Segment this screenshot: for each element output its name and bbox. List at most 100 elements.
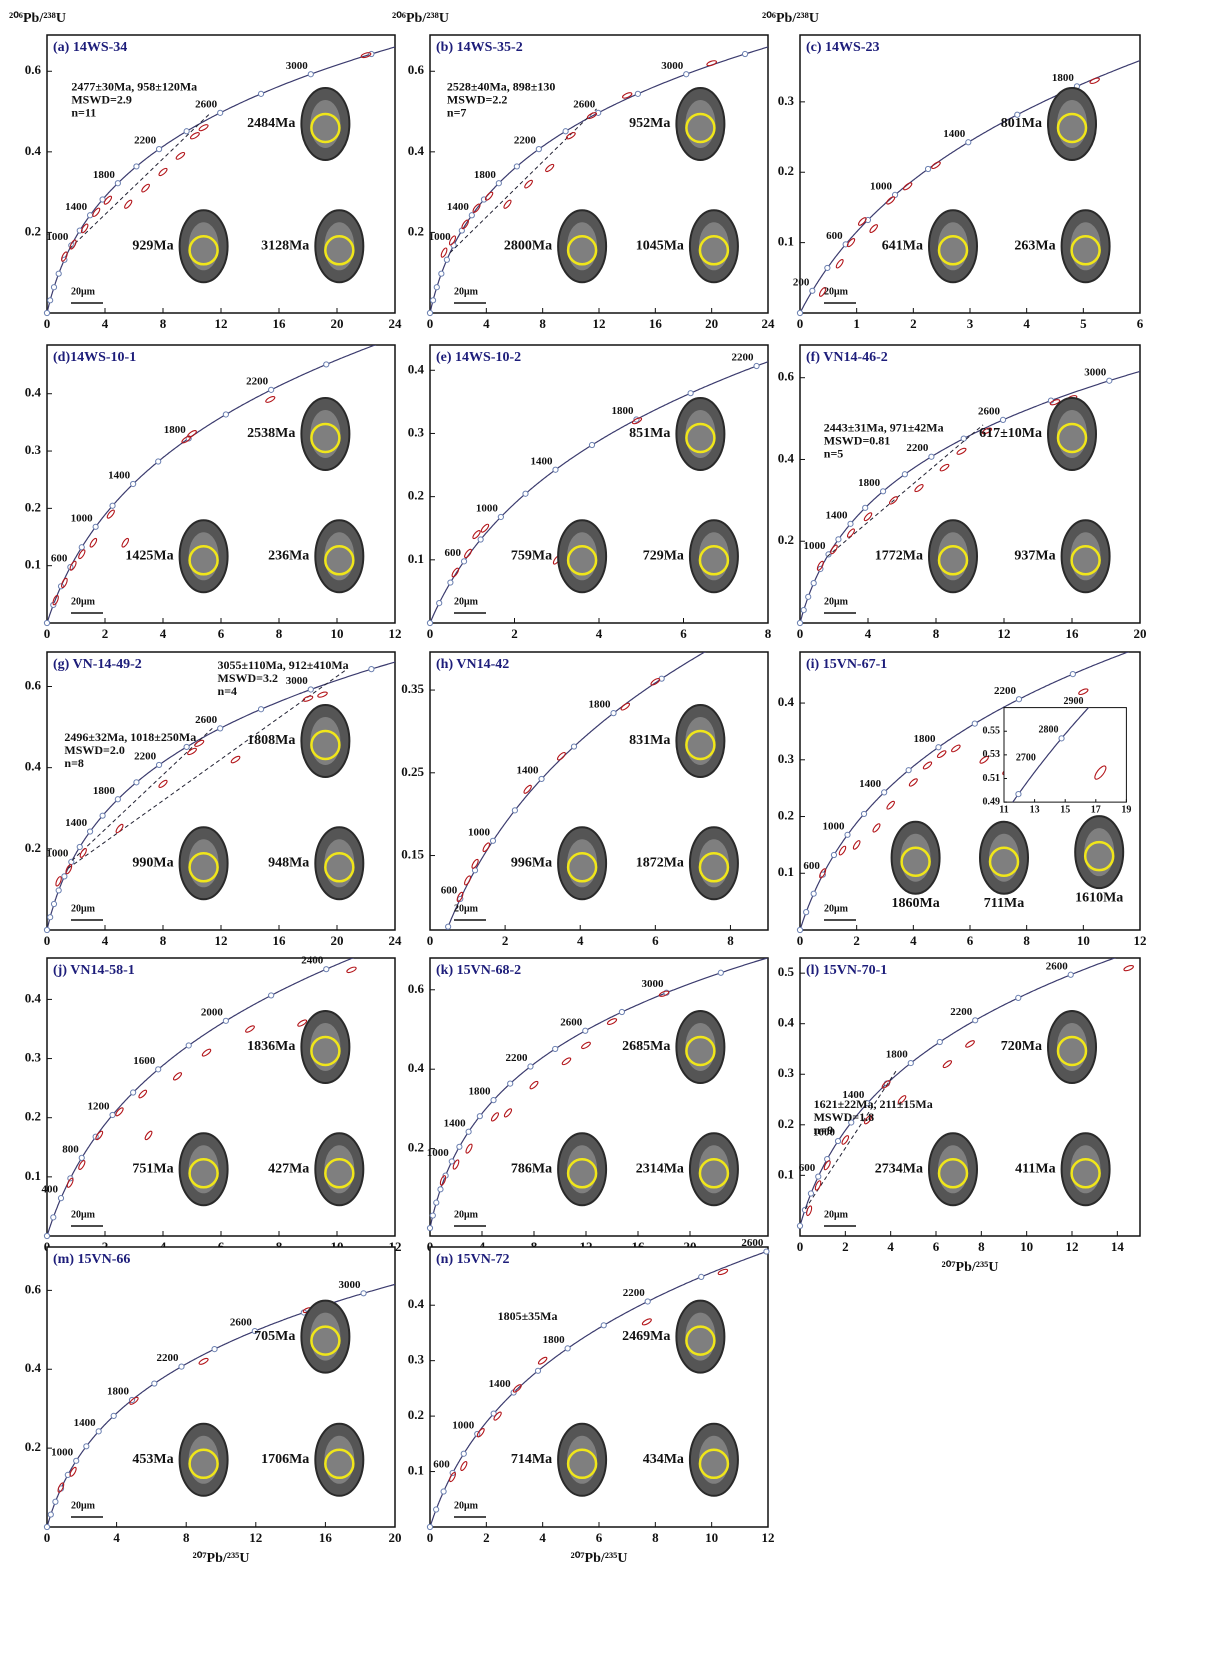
grain-age: 937Ma <box>1014 548 1055 563</box>
concordia-node <box>619 1009 624 1014</box>
annotation: MSWD=2.0 <box>64 743 125 757</box>
concordia-node <box>882 790 887 795</box>
y-tick-label: 0.6 <box>25 1281 42 1296</box>
y-tick-label: 0.1 <box>25 557 41 572</box>
concordia-node <box>100 813 105 818</box>
concordia-age-label: 1400 <box>943 128 966 140</box>
grain-age: 411Ma <box>1015 1161 1055 1176</box>
panel-title: (k) 15VN-68-2 <box>436 963 521 978</box>
x-tick-label: 24 <box>762 316 776 331</box>
y-tick-label: 0.4 <box>25 1360 42 1375</box>
grain-age: 1045Ma <box>636 238 684 253</box>
y-tick-label: 0.4 <box>408 1296 425 1311</box>
concordia-age-label: 1000 <box>468 826 491 838</box>
x-tick-label: 4 <box>1023 316 1030 331</box>
concordia-node <box>110 503 115 508</box>
grain-age: 641Ma <box>882 238 923 253</box>
concordia-node <box>611 711 616 716</box>
concordia-age-label: 1000 <box>476 503 499 515</box>
x-tick-label: 12 <box>998 626 1011 641</box>
concordia-node <box>87 829 92 834</box>
x-axis-label: ²⁰⁷Pb/²³⁵U <box>942 1260 999 1275</box>
x-tick-label: 12 <box>249 1530 262 1545</box>
concordia-node <box>797 620 802 625</box>
y-tick-label: 0.1 <box>408 551 424 566</box>
x-tick-label: 16 <box>1066 626 1080 641</box>
y-tick-label: 0.2 <box>25 223 41 238</box>
concordia-node <box>439 271 444 276</box>
x-tick-label: 12 <box>215 316 228 331</box>
concordia-node <box>797 310 802 315</box>
concordia-age-label: 1000 <box>46 847 69 859</box>
concordia-node <box>936 745 941 750</box>
concordia-age-label: 2600 <box>195 98 218 110</box>
annotation: n=8 <box>64 756 84 770</box>
inset-y-tick-label: 0.55 <box>983 726 1001 737</box>
concordia-age-label: 1000 <box>71 512 94 524</box>
concordia-node <box>553 467 558 472</box>
x-tick-label: 12 <box>1066 1239 1079 1254</box>
inset-x-tick-label: 17 <box>1091 804 1101 815</box>
x-tick-label: 3 <box>967 316 974 331</box>
concordia-node <box>523 491 528 496</box>
concordia-node <box>152 1381 157 1386</box>
concordia-node <box>51 1215 56 1220</box>
x-tick-label: 10 <box>705 1530 718 1545</box>
panel-title: (l) 15VN-70-1 <box>806 963 887 978</box>
concordia-age-label: 1000 <box>452 1419 475 1431</box>
concordia-node <box>449 1159 454 1164</box>
concordia-node <box>434 1507 439 1512</box>
concordia-node <box>1000 417 1005 422</box>
concordia-node <box>804 910 809 915</box>
concordia-age-label: 2600 <box>560 1016 583 1028</box>
y-tick-label: 0.2 <box>408 488 424 503</box>
x-tick-label: 20 <box>705 316 718 331</box>
concordia-node <box>563 129 568 134</box>
concordia-node <box>929 454 934 459</box>
concordia-node <box>461 1451 466 1456</box>
y-tick-label: 0.6 <box>25 677 42 692</box>
concordia-node <box>514 164 519 169</box>
concordia-node <box>902 472 907 477</box>
x-tick-label: 0 <box>797 626 804 641</box>
y-tick-label: 0.3 <box>408 424 425 439</box>
x-tick-label: 20 <box>331 316 344 331</box>
scale-bar-label: 20μm <box>71 1209 96 1220</box>
concordia-node <box>469 213 474 218</box>
concordia-node <box>754 363 759 368</box>
concordia-age-label: 1800 <box>611 405 634 417</box>
concordia-node <box>553 1046 558 1051</box>
concordia-age-label: 1800 <box>589 699 612 711</box>
concordia-node <box>797 1223 802 1228</box>
concordia-age-label: 2200 <box>950 1006 973 1018</box>
concordia-node <box>156 1067 161 1072</box>
concordia-node <box>156 459 161 464</box>
grain-age: 786Ma <box>511 1161 552 1176</box>
scale-bar-label: 20μm <box>71 596 96 607</box>
y-tick-label: 0.4 <box>778 694 795 709</box>
annotation: MSWD=1.8 <box>814 1110 875 1124</box>
x-tick-label: 6 <box>596 1530 603 1545</box>
y-tick-label: 0.2 <box>25 1109 41 1124</box>
concordia-node <box>966 140 971 145</box>
panel-title: (h) VN14-42 <box>436 657 509 672</box>
concordia-node <box>308 687 313 692</box>
concordia-node <box>446 924 451 929</box>
scale-bar-label: 20μm <box>454 1500 479 1511</box>
scale-bar-label: 20μm <box>71 286 96 297</box>
grain-age: 2314Ma <box>636 1161 684 1176</box>
concordia-age-label: 2600 <box>741 1237 764 1249</box>
grain-age: 2484Ma <box>247 116 295 131</box>
annotation: 1805±35Ma <box>498 1309 558 1323</box>
y-tick-label: 0.6 <box>25 62 42 77</box>
concordia-age-label: 600 <box>445 547 462 559</box>
x-tick-label: 4 <box>910 933 917 948</box>
x-tick-label: 0 <box>427 626 434 641</box>
concordia-node <box>490 838 495 843</box>
concordia-node <box>718 970 723 975</box>
grain-age: 263Ma <box>1014 238 1055 253</box>
panel-title: (g) VN-14-49-2 <box>53 657 142 672</box>
concordia-age-label: 3000 <box>286 675 309 687</box>
concordia-node <box>477 1114 482 1119</box>
concordia-node <box>44 1233 49 1238</box>
